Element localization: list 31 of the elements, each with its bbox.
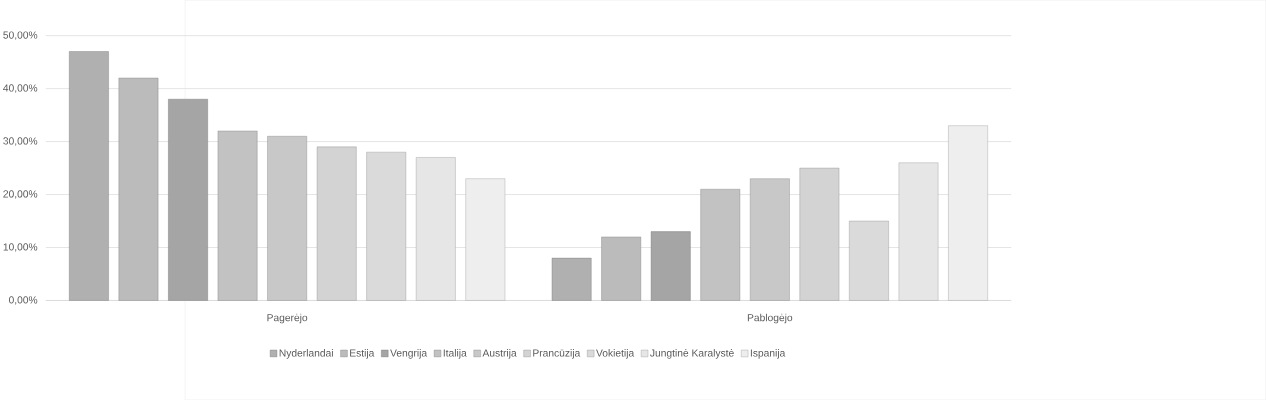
- legend-label: Jungtinė Karalystė: [650, 349, 734, 359]
- legend-label: Italija: [443, 349, 467, 359]
- bar: [118, 77, 159, 301]
- x-tick-label: Pablogėjo: [747, 313, 793, 324]
- legend-label: Nyderlandai: [279, 349, 333, 359]
- legend-label: Ispanija: [750, 349, 786, 359]
- legend-label: Prancūzija: [533, 349, 581, 359]
- legend-label: Vengrija: [390, 349, 428, 359]
- bar: [948, 125, 988, 301]
- bar: [168, 98, 208, 301]
- bar: [601, 236, 642, 301]
- bar: [217, 130, 258, 301]
- y-tick-label: 50,00%: [3, 31, 38, 40]
- bar: [69, 51, 109, 301]
- legend-label: Vokietija: [596, 349, 635, 359]
- y-tick-label: 30,00%: [3, 137, 38, 146]
- x-tick-label: Pagerėjo: [267, 313, 308, 324]
- bar: [650, 231, 691, 301]
- bar: [267, 136, 307, 301]
- bar: [465, 178, 506, 301]
- legend-label: Estija: [350, 349, 375, 359]
- y-tick-label: 20,00%: [3, 190, 38, 199]
- bar: [898, 162, 939, 301]
- legend-label: Austrija: [482, 349, 517, 359]
- bar: [700, 188, 741, 301]
- bar: [415, 157, 456, 301]
- bar: [551, 257, 592, 301]
- y-tick-label: 40,00%: [3, 84, 38, 93]
- y-tick-label: 0,00%: [8, 296, 38, 305]
- bar: [750, 178, 790, 301]
- y-tick-label: 10,00%: [3, 243, 38, 252]
